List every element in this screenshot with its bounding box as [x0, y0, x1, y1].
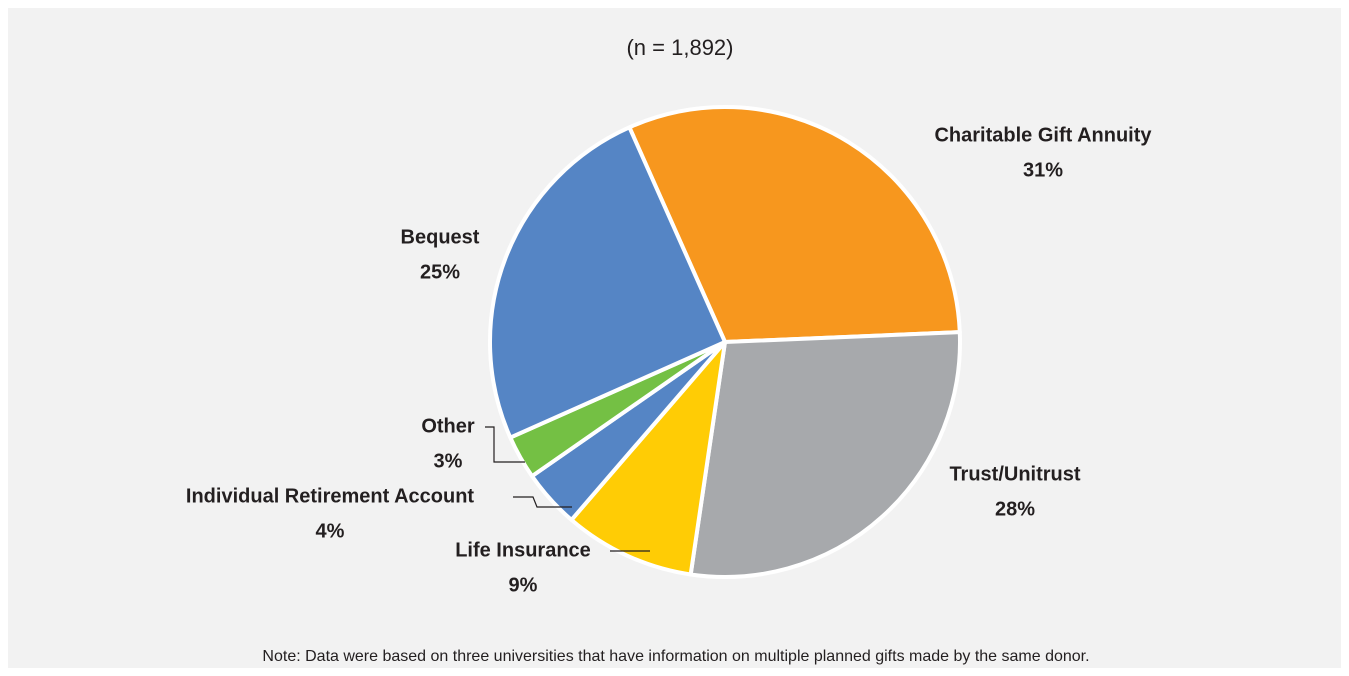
- leader-line: [485, 426, 525, 463]
- slice-value-label: 9%: [509, 574, 538, 596]
- pie-slice: [688, 330, 962, 579]
- slice-value-label: 31%: [1023, 159, 1063, 181]
- slice-label: Trust/Unitrust: [949, 463, 1080, 485]
- pie-slice: [627, 105, 962, 344]
- slice-label: Charitable Gift Annuity: [934, 124, 1152, 146]
- slice-label: Other: [421, 415, 475, 437]
- pie-slice: [488, 125, 727, 440]
- slice-value-label: 3%: [434, 450, 463, 472]
- leader-line: [513, 496, 572, 508]
- slice-label: Bequest: [401, 226, 480, 248]
- slice-value-label: 4%: [316, 520, 345, 542]
- chart-note: Note: Data were based on three universit…: [262, 648, 1089, 665]
- slice-label: Life Insurance: [455, 539, 591, 561]
- chart-subtitle: (n = 1,892): [626, 35, 733, 60]
- slice-value-label: 25%: [420, 261, 460, 283]
- slice-value-label: 28%: [995, 498, 1035, 520]
- pie-slice: [569, 340, 727, 577]
- slice-label: Individual Retirement Account: [186, 485, 475, 507]
